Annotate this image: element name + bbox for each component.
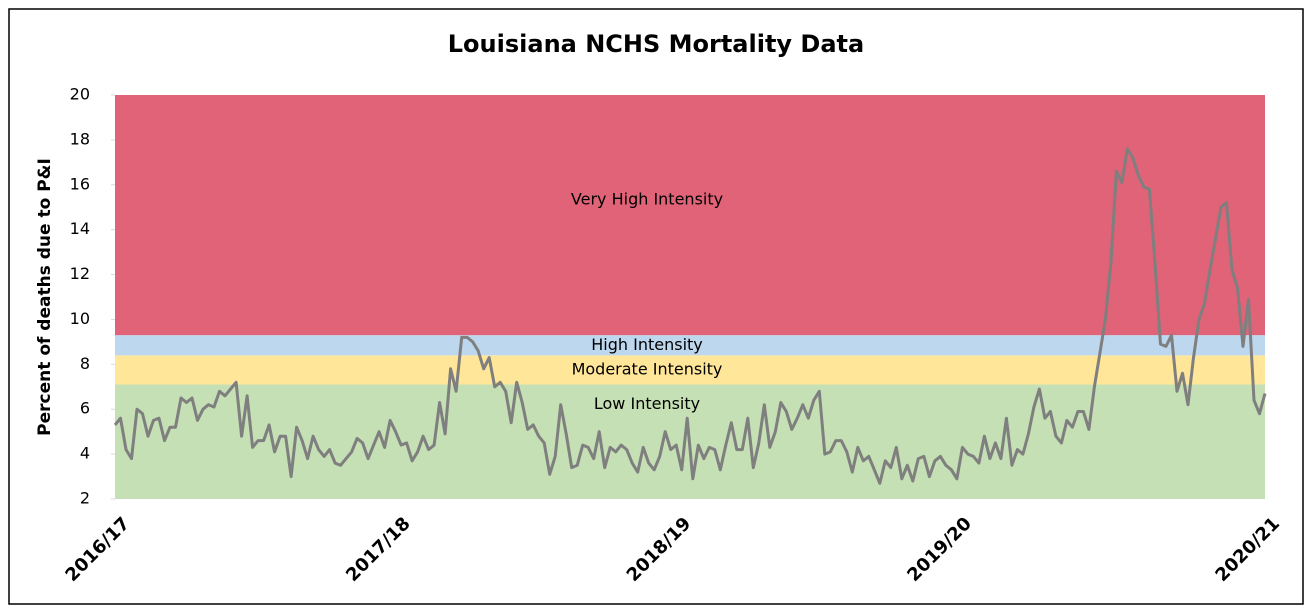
- chart-title: Louisiana NCHS Mortality Data: [448, 30, 864, 58]
- y-tick-label: 4: [80, 444, 90, 463]
- data-line: [113, 147, 1267, 485]
- y-axis-label: Percent of deaths due to P&I: [35, 158, 55, 436]
- y-tick-label: 10: [70, 309, 90, 328]
- y-tick-label: 6: [80, 399, 90, 418]
- intensity-band: [115, 355, 1265, 385]
- y-tick-label: 14: [70, 219, 90, 238]
- band-label: High Intensity: [591, 335, 703, 354]
- y-tick-label: 20: [70, 85, 90, 104]
- band-label: Very High Intensity: [571, 190, 723, 209]
- y-tick-label: 8: [80, 354, 90, 373]
- intensity-band: [115, 335, 1265, 356]
- intensity-band: [115, 95, 1265, 336]
- y-tick-label: 16: [70, 174, 90, 193]
- y-tick-label: 2: [80, 489, 90, 508]
- band-label: Moderate Intensity: [572, 359, 723, 378]
- band-label: Low Intensity: [594, 394, 700, 413]
- y-tick-label: 12: [70, 264, 90, 283]
- y-tick-label: 18: [70, 129, 90, 148]
